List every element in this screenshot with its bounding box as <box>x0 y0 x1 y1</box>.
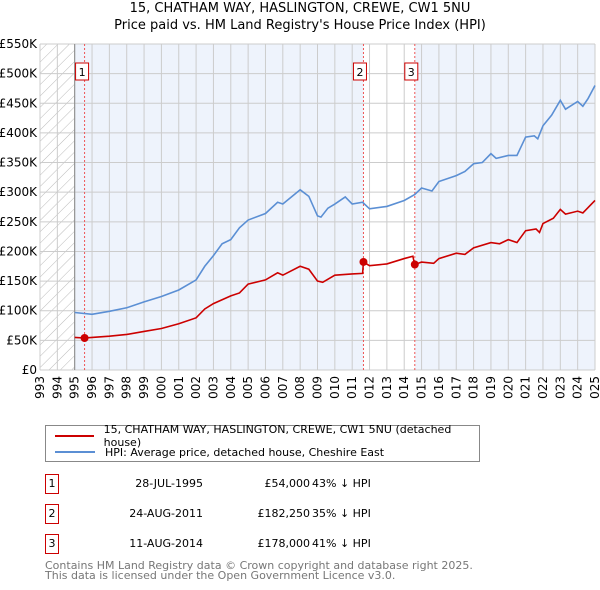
footer-line: Contains HM Land Registry data © Crown c… <box>45 559 473 572</box>
x-tick-label: 2016 <box>432 376 446 400</box>
x-tick-label: 2013 <box>380 376 394 400</box>
x-tick-label: 2017 <box>449 376 463 400</box>
x-tick-label: 2007 <box>276 376 290 400</box>
x-tick-label: 1994 <box>50 376 64 400</box>
x-tick-label: 2001 <box>172 376 186 400</box>
legend-item-property: 15, CHATHAM WAY, HASLINGTON, CREWE, CW1 … <box>55 423 479 449</box>
x-tick-label: 2015 <box>415 376 429 400</box>
x-tick-label: 2022 <box>536 376 550 400</box>
y-tick-label: £150K <box>0 274 38 288</box>
x-tick-label: 1998 <box>120 376 134 400</box>
x-tick-label: 2012 <box>363 376 377 400</box>
x-tick-label: 2005 <box>241 376 255 400</box>
y-tick-label: £500K <box>0 67 38 81</box>
y-tick-label: £50K <box>6 333 38 347</box>
x-tick-label: 2004 <box>224 376 238 400</box>
sale-label: 3 <box>408 66 415 79</box>
x-tick-label: 2014 <box>397 376 411 400</box>
sale-label: 1 <box>79 66 86 79</box>
sale-point <box>359 257 368 266</box>
y-tick-label: £100K <box>0 304 38 318</box>
x-tick-label: 2006 <box>258 376 272 400</box>
x-tick-label: 1996 <box>85 376 99 400</box>
sale-date: 11-AUG-2014 <box>129 537 203 550</box>
x-tick-label: 2003 <box>206 376 220 400</box>
y-tick-label: £250K <box>0 215 38 229</box>
sale-label-box <box>75 62 90 81</box>
x-tick-label: 2011 <box>345 376 359 400</box>
x-tick-label: 2009 <box>311 376 325 400</box>
sale-row: 2 24-AUG-2011 £182,250 35% ↓ HPI <box>45 504 445 524</box>
title-line-1: 15, CHATHAM WAY, HASLINGTON, CREWE, CW1 … <box>129 1 471 16</box>
sale-hpi: 43% ↓ HPI <box>312 477 371 490</box>
series-line <box>74 85 596 316</box>
legend-swatch-red <box>55 435 94 437</box>
sale-point <box>410 260 419 269</box>
x-tick-label: 2010 <box>328 376 342 400</box>
y-tick-label: £300K <box>0 185 38 199</box>
y-tick-label: £0 <box>22 363 37 377</box>
x-tick-label: 1995 <box>68 376 82 400</box>
x-tick-label: 1999 <box>137 376 151 400</box>
x-tick-label: 2021 <box>519 376 533 400</box>
sale-price: £54,000 <box>264 477 311 490</box>
sale-row: 3 11-AUG-2014 £178,000 41% ↓ HPI <box>45 534 445 554</box>
sale-label-box <box>352 62 367 81</box>
price-chart: £0 £50K £100K £150K £200K £250K £300K £350K £400… <box>0 37 600 400</box>
sale-marker: 2 <box>45 504 59 524</box>
footer: Contains HM Land Registry data © Crown c… <box>45 559 473 582</box>
y-tick-label: £200K <box>0 244 38 258</box>
y-tick-label: £550K <box>0 37 38 51</box>
legend-label: 15, CHATHAM WAY, HASLINGTON, CREWE, CW1 … <box>103 423 452 449</box>
x-tick-label: 2025 <box>588 376 600 400</box>
footer-line: This data is licensed under the Open Gov… <box>45 569 396 582</box>
sale-price: £178,000 <box>257 537 311 550</box>
sale-hpi: 35% ↓ HPI <box>312 507 371 520</box>
sale-date: 28-JUL-1995 <box>135 477 203 490</box>
y-tick-label: £350K <box>0 156 38 170</box>
sale-point <box>80 333 89 342</box>
legend-item-hpi: HPI: Average price, detached house, Ches… <box>55 444 384 460</box>
sale-hpi: 41% ↓ HPI <box>312 537 371 550</box>
x-tick-label: 2024 <box>571 376 585 400</box>
gap-region <box>363 44 415 370</box>
sale-marker: 3 <box>45 534 59 554</box>
legend-swatch-blue <box>55 451 95 453</box>
x-tick-label: 2019 <box>484 376 498 400</box>
x-tick-label: 1997 <box>102 376 116 400</box>
x-tick-label: 2018 <box>467 376 481 400</box>
sale-date: 24-AUG-2011 <box>129 507 203 520</box>
sale-row: 1 28-JUL-1995 £54,000 43% ↓ HPI <box>45 474 445 494</box>
x-tick-label: 2023 <box>553 376 567 400</box>
sale-label-box <box>404 62 419 81</box>
sale-price: £182,250 <box>257 507 311 520</box>
x-tick-label: 2000 <box>154 376 168 400</box>
x-tick-label: 2008 <box>293 376 307 400</box>
chart-title: 15, CHATHAM WAY, HASLINGTON, CREWE, CW1 … <box>0 0 600 34</box>
y-tick-label: £400K <box>0 126 38 140</box>
x-tick-label: 2020 <box>501 376 515 400</box>
y-tick-label: £450K <box>0 96 38 110</box>
legend-label: HPI: Average price, detached house, Ches… <box>105 445 385 459</box>
x-tick-label: 1993 <box>33 376 47 400</box>
sale-marker: 1 <box>45 474 59 494</box>
x-tick-label: 2002 <box>189 376 203 400</box>
title-line-2: Price paid vs. HM Land Registry's House … <box>114 18 486 33</box>
legend: 15, CHATHAM WAY, HASLINGTON, CREWE, CW1 … <box>45 423 480 462</box>
sale-label: 2 <box>356 66 363 79</box>
